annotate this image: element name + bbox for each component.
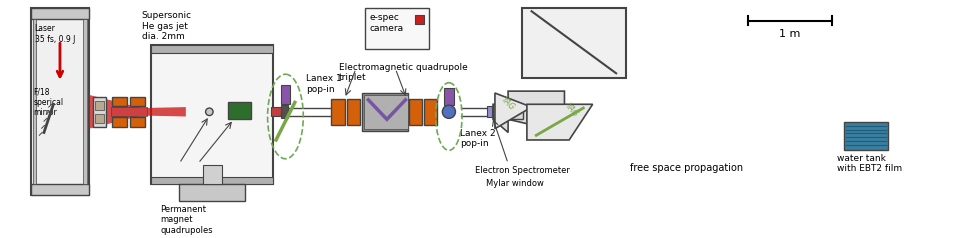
Bar — [487, 106, 492, 117]
Bar — [151, 177, 273, 184]
Bar — [130, 97, 145, 106]
Bar — [203, 165, 222, 184]
Text: Lanex 2
pop-in: Lanex 2 pop-in — [460, 129, 496, 148]
Bar — [111, 107, 147, 116]
Text: Electromagnetic quadrupole
triplet: Electromagnetic quadrupole triplet — [339, 63, 468, 82]
Polygon shape — [493, 91, 565, 133]
Bar — [415, 15, 425, 25]
Bar — [31, 8, 89, 19]
Bar — [346, 99, 360, 125]
Bar — [179, 184, 245, 201]
Text: free space propagation: free space propagation — [631, 164, 744, 174]
Bar — [844, 122, 888, 150]
Text: Mylar window: Mylar window — [485, 179, 544, 188]
Bar — [523, 8, 626, 78]
Bar — [366, 8, 429, 49]
Bar — [33, 19, 36, 184]
Bar — [331, 99, 345, 125]
Text: Laser
35 fs, 0.9 J: Laser 35 fs, 0.9 J — [34, 25, 75, 44]
Text: Permanent
magnet
quadrupoles: Permanent magnet quadrupoles — [161, 205, 213, 235]
Bar — [95, 114, 104, 123]
Bar — [112, 97, 126, 106]
Text: Supersonic
He gas jet
dia. 2mm: Supersonic He gas jet dia. 2mm — [142, 11, 191, 41]
Text: e-spec
camera: e-spec camera — [369, 13, 403, 33]
Bar — [272, 107, 280, 116]
Bar — [424, 99, 436, 125]
Text: 1 m: 1 m — [779, 29, 801, 39]
Bar — [31, 184, 89, 195]
Bar — [365, 95, 408, 129]
Polygon shape — [89, 95, 186, 129]
Bar — [409, 99, 422, 125]
Bar — [112, 117, 126, 127]
Text: YAG: YAG — [563, 101, 579, 119]
Text: Lanex 1
pop-in: Lanex 1 pop-in — [306, 74, 342, 94]
Circle shape — [206, 108, 213, 116]
Circle shape — [442, 105, 456, 118]
Bar — [95, 100, 104, 110]
Text: F/18
sperical
mirror: F/18 sperical mirror — [33, 88, 64, 117]
Bar — [83, 19, 87, 184]
Bar — [363, 93, 408, 131]
Bar — [228, 102, 251, 119]
Bar — [493, 104, 523, 119]
Bar — [444, 88, 454, 105]
Text: water tank
with EBT2 film: water tank with EBT2 film — [837, 154, 902, 174]
Bar — [151, 45, 273, 184]
Bar — [151, 45, 273, 53]
Polygon shape — [527, 104, 592, 140]
Text: Electron Spectrometer: Electron Spectrometer — [476, 166, 570, 175]
Bar — [280, 85, 290, 104]
Text: YAG: YAG — [499, 95, 516, 112]
Polygon shape — [495, 93, 531, 129]
Bar — [93, 97, 106, 127]
Bar — [130, 117, 145, 127]
Bar — [31, 8, 89, 195]
Bar — [280, 105, 288, 118]
